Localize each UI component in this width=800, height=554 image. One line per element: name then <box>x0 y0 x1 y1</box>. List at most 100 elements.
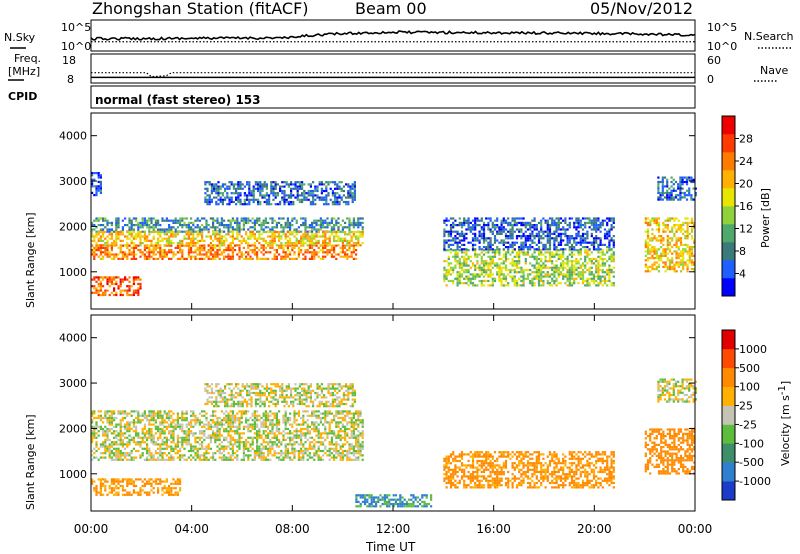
heatmap-cell <box>187 255 190 258</box>
heatmap-cell <box>515 237 519 240</box>
heatmap-cell <box>223 255 226 258</box>
heatmap-cell <box>286 255 289 258</box>
heatmap-cell <box>326 237 329 240</box>
heatmap-cell <box>231 410 234 413</box>
heatmap-cell <box>226 187 229 190</box>
heatmap-cell <box>308 244 311 247</box>
heatmap-cell <box>693 221 696 224</box>
heatmap-cell <box>201 246 204 249</box>
heatmap-cell <box>504 246 508 249</box>
heatmap-cell <box>454 230 457 233</box>
heatmap-cell <box>249 430 252 433</box>
heatmap-cell <box>216 244 219 247</box>
heatmap-cell <box>234 414 237 417</box>
heatmap-cell <box>351 196 354 199</box>
heatmap-cell <box>323 196 326 199</box>
heatmap-cell <box>237 187 240 190</box>
heatmap-cell <box>203 239 206 242</box>
sky-panel: N.Sky 10^5 10^0 10^5 10^0 N.Search <box>4 19 794 53</box>
heatmap-cell <box>198 436 201 439</box>
heatmap-cell <box>544 255 547 258</box>
heatmap-cell <box>137 228 140 231</box>
heatmap-cell <box>212 244 215 247</box>
heatmap-cell <box>509 235 512 238</box>
heatmap-cell <box>264 217 267 220</box>
power-colorbar-tick-label: 4 <box>739 268 746 281</box>
heatmap-cell <box>258 219 261 222</box>
heatmap-cell <box>644 250 647 253</box>
heatmap-cell <box>355 231 358 234</box>
heatmap-cell <box>239 200 242 204</box>
heatmap-cell <box>357 235 360 238</box>
heatmap-cell <box>128 249 131 252</box>
heatmap-cell <box>682 250 685 253</box>
heatmap-cell <box>570 284 574 287</box>
heatmap-cell <box>326 221 329 224</box>
heatmap-cell <box>220 251 223 254</box>
heatmap-cell <box>692 198 695 201</box>
heatmap-cell <box>306 226 309 229</box>
heatmap-cell <box>97 172 100 175</box>
heatmap-cell <box>223 239 226 242</box>
heatmap-cell <box>240 414 243 417</box>
heatmap-cell <box>259 183 262 186</box>
heatmap-cell <box>271 221 274 224</box>
heatmap-cell <box>231 412 234 415</box>
heatmap-cell <box>159 421 162 424</box>
heatmap-cell <box>249 244 252 247</box>
heatmap-cell <box>515 284 519 287</box>
heatmap-cell <box>179 449 182 453</box>
heatmap-cell <box>201 217 204 220</box>
heatmap-cell <box>218 430 221 433</box>
heatmap-cell <box>544 221 547 224</box>
heatmap-cell <box>599 237 602 240</box>
heatmap-cell <box>671 259 674 262</box>
heatmap-cell <box>471 224 475 227</box>
heatmap-cell <box>666 265 669 268</box>
heatmap-cell <box>581 279 585 283</box>
heatmap-cell <box>235 192 238 195</box>
heatmap-cell <box>242 454 245 457</box>
heatmap-cell <box>187 244 190 247</box>
heatmap-cell <box>240 228 243 231</box>
heatmap-cell <box>480 235 483 238</box>
heatmap-cell <box>207 447 210 450</box>
heatmap-cell <box>487 226 490 229</box>
heatmap-cell <box>106 438 109 442</box>
heatmap-cell <box>269 217 272 220</box>
heatmap-cell <box>496 226 499 229</box>
heatmap-cell <box>212 221 215 224</box>
heatmap-cell <box>249 219 252 222</box>
heatmap-cell <box>307 189 310 193</box>
heatmap-cell <box>573 260 576 263</box>
heatmap-cell <box>449 243 453 246</box>
heatmap-cell <box>190 419 193 422</box>
heatmap-cell <box>150 423 153 426</box>
heatmap-cell <box>520 251 523 254</box>
heatmap-cell <box>249 449 252 453</box>
heatmap-cell <box>595 228 598 231</box>
heatmap-cell <box>544 264 547 267</box>
heatmap-cell <box>248 198 251 201</box>
heatmap-cell <box>246 203 249 206</box>
heatmap-cell <box>597 273 600 276</box>
heatmap-cell <box>339 230 342 233</box>
heatmap-cell <box>146 239 149 242</box>
heatmap-cell <box>146 449 149 453</box>
heatmap-cell <box>498 271 501 274</box>
heatmap-cell <box>308 224 311 227</box>
heatmap-cell <box>316 185 319 188</box>
heatmap-cell <box>491 230 494 233</box>
heatmap-cell <box>670 185 673 188</box>
heatmap-cell <box>132 425 135 428</box>
heatmap-cell <box>110 282 113 286</box>
heatmap-cell <box>251 226 254 229</box>
heatmap-cell <box>257 200 260 204</box>
heatmap-cell <box>113 447 116 450</box>
heatmap-cell <box>231 253 234 256</box>
heatmap-cell <box>220 239 223 242</box>
heatmap-cell <box>357 239 360 242</box>
heatmap-cell <box>251 249 254 252</box>
heatmap-cell <box>176 443 179 446</box>
